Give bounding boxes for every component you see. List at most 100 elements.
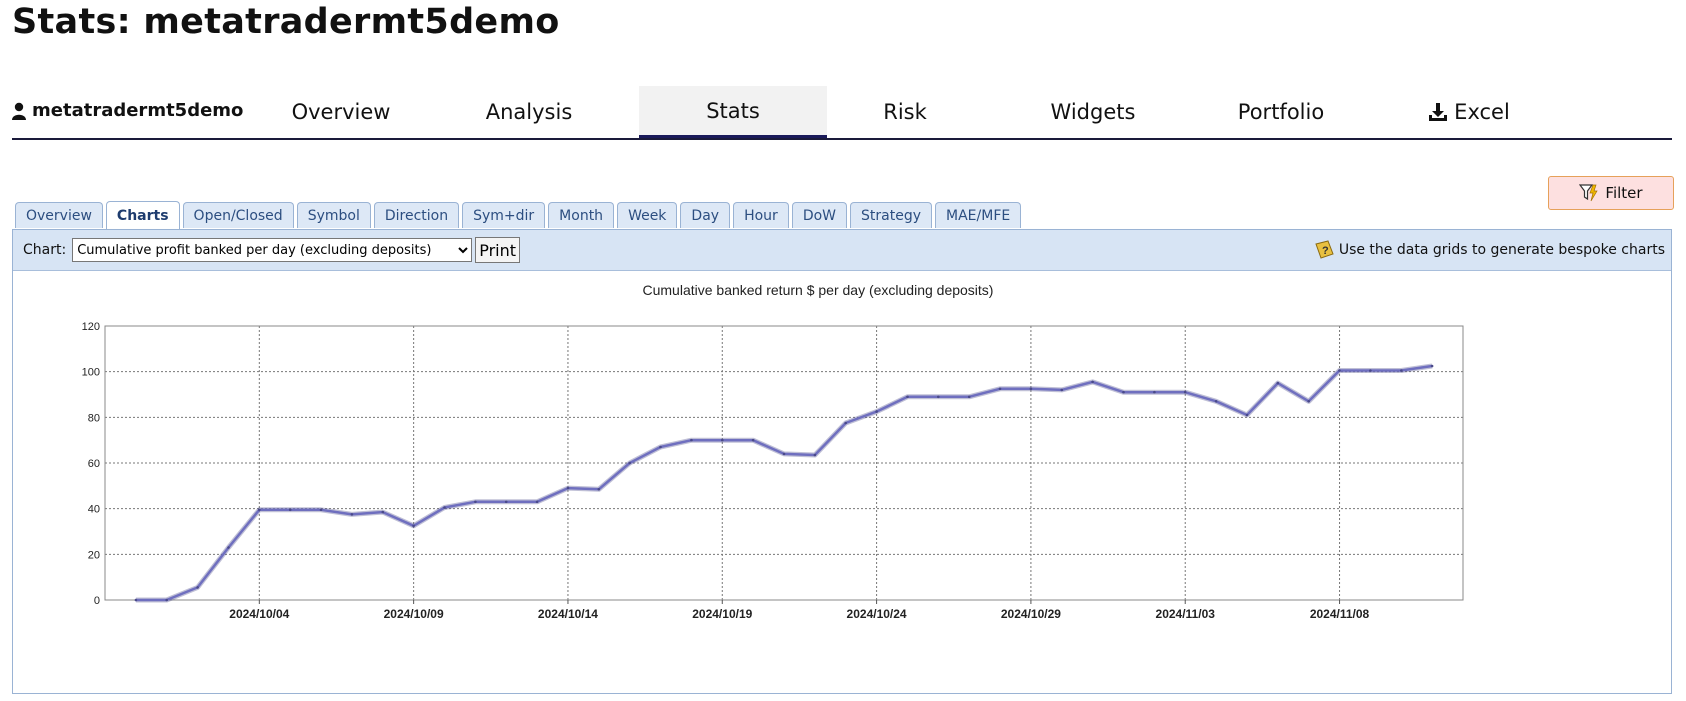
data-point	[1029, 387, 1033, 391]
print-button[interactable]: Print	[475, 237, 521, 263]
data-point	[1214, 400, 1218, 403]
data-point	[1183, 390, 1187, 394]
data-point	[906, 395, 909, 399]
stats-subtabs: Overview Charts Open/Closed Symbol Direc…	[15, 201, 1024, 229]
data-point	[504, 500, 508, 504]
subtab-direction[interactable]: Direction	[373, 202, 460, 228]
data-point	[659, 445, 662, 449]
data-point	[1307, 400, 1310, 403]
nav-overview[interactable]: Overview	[247, 86, 435, 138]
nav-widgets-label: Widgets	[1050, 100, 1136, 124]
x-tick-label: 2024/10/29	[1001, 607, 1061, 621]
data-point	[319, 508, 323, 512]
x-tick-label: 2024/10/04	[229, 607, 289, 621]
nav-portfolio-label: Portfolio	[1237, 100, 1325, 124]
nav-excel[interactable]: Excel	[1375, 86, 1563, 138]
data-point	[597, 488, 601, 491]
data-point	[1430, 364, 1434, 368]
subtab-sym-dir[interactable]: Sym+dir	[462, 202, 546, 228]
data-point	[1153, 390, 1156, 394]
data-point	[412, 524, 415, 528]
filter-label: Filter	[1605, 184, 1643, 202]
data-point	[1338, 369, 1341, 372]
data-point	[690, 438, 693, 442]
x-tick-label: 2024/11/03	[1156, 607, 1216, 621]
chart-select[interactable]: Cumulative profit banked per day (exclud…	[72, 238, 473, 262]
nav-overview-label: Overview	[291, 100, 391, 124]
data-point	[134, 598, 138, 602]
svg-text:?: ?	[1322, 245, 1329, 257]
data-point	[227, 546, 230, 549]
nav-analysis[interactable]: Analysis	[435, 86, 623, 138]
y-tick-label: 120	[82, 321, 100, 333]
x-tick-label: 2024/11/08	[1310, 607, 1370, 621]
data-point	[196, 586, 199, 589]
nav-stats-label: Stats	[706, 98, 760, 123]
charts-panel: Chart: Cumulative profit banked per day …	[12, 229, 1672, 694]
filter-button[interactable]: Filter	[1548, 176, 1674, 210]
main-nav: metatradermt5demo Overview Analysis Stat…	[12, 86, 1672, 140]
nav-excel-label: Excel	[1454, 100, 1510, 124]
subtab-mae-mfe[interactable]: MAE/MFE	[935, 202, 1022, 228]
data-point	[875, 410, 878, 413]
data-point	[1060, 388, 1064, 392]
data-point	[1276, 381, 1280, 385]
nav-risk-label: Risk	[883, 100, 927, 124]
y-tick-label: 20	[88, 549, 100, 561]
y-tick-label: 80	[88, 412, 100, 424]
plot-frame	[104, 325, 1464, 601]
subtab-hour[interactable]: Hour	[733, 202, 789, 228]
chart-title: Cumulative banked return $ per day (excl…	[643, 282, 994, 298]
data-point	[288, 508, 292, 512]
y-tick-label: 100	[82, 367, 100, 379]
data-point	[813, 453, 817, 457]
nav-widgets[interactable]: Widgets	[999, 86, 1187, 138]
account-name: metatradermt5demo	[32, 100, 244, 121]
download-icon	[1429, 103, 1448, 121]
subtab-week[interactable]: Week	[617, 202, 678, 228]
subtab-charts[interactable]: Charts	[105, 201, 180, 229]
nav-risk[interactable]: Risk	[811, 86, 999, 138]
page-title: Stats: metatradermt5demo	[12, 2, 560, 42]
data-point	[782, 452, 786, 456]
data-point	[937, 395, 940, 399]
data-point	[566, 486, 570, 490]
data-point	[628, 461, 631, 465]
data-point	[721, 438, 724, 442]
y-tick-label: 0	[94, 595, 100, 607]
y-tick-label: 60	[88, 458, 100, 470]
nav-portfolio[interactable]: Portfolio	[1187, 86, 1375, 138]
help-icon: ?	[1315, 240, 1334, 259]
series-line	[135, 364, 1433, 602]
data-point	[751, 438, 755, 442]
data-point	[1369, 369, 1372, 372]
x-tick-label: 2024/10/19	[692, 607, 752, 621]
subtab-dow[interactable]: DoW	[791, 202, 848, 228]
chart-hint-text: Use the data grids to generate bespoke c…	[1338, 242, 1665, 258]
data-point	[998, 387, 1002, 391]
data-point	[165, 598, 168, 602]
series-line-shadow	[135, 363, 1433, 603]
data-point	[535, 500, 539, 504]
x-tick-label: 2024/10/14	[538, 607, 598, 621]
subtab-open-closed[interactable]: Open/Closed	[182, 202, 294, 228]
chart-select-label: Chart:	[23, 242, 67, 258]
subtab-symbol[interactable]: Symbol	[296, 202, 371, 228]
chart-grid	[105, 326, 1463, 600]
chart-series	[134, 363, 1434, 603]
filter-icon	[1579, 184, 1599, 202]
chart-toolbar: Chart: Cumulative profit banked per day …	[13, 230, 1671, 271]
nav-analysis-label: Analysis	[485, 100, 573, 124]
data-point	[1122, 390, 1125, 394]
subtab-day[interactable]: Day	[680, 202, 731, 228]
chart-hint: ? Use the data grids to generate bespoke…	[1313, 240, 1665, 260]
y-tick-label: 40	[88, 504, 100, 516]
subtab-overview[interactable]: Overview	[15, 202, 103, 228]
subtab-strategy[interactable]: Strategy	[850, 202, 933, 228]
data-point	[1400, 369, 1403, 372]
chart-tick-labels: 0 20 40 60 80 100 120 2024/10/04 2024/10/09 2024/…	[82, 321, 1370, 621]
data-point	[350, 513, 354, 516]
subtab-month[interactable]: Month	[548, 202, 615, 228]
nav-stats[interactable]: Stats	[639, 86, 827, 138]
data-point	[967, 395, 971, 399]
